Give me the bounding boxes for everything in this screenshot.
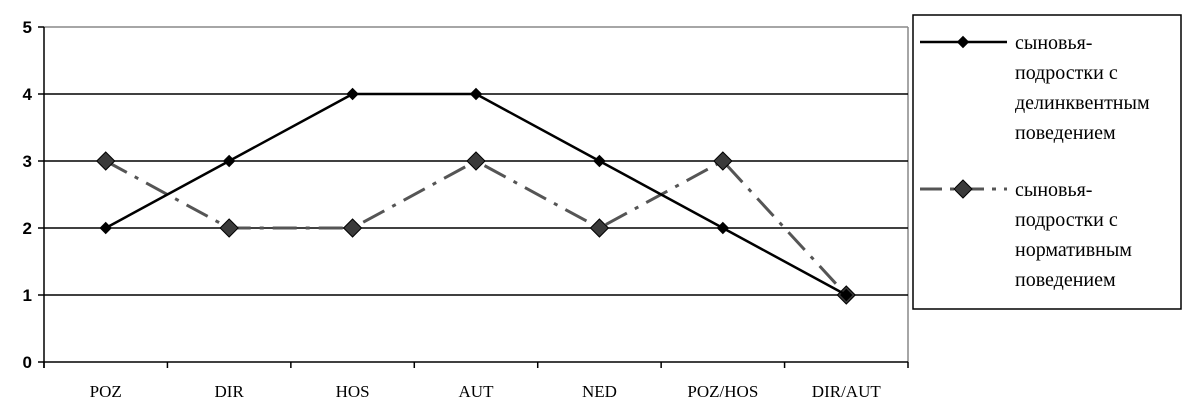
data-point — [99, 221, 112, 235]
x-tick-label: DIR — [215, 382, 245, 401]
data-point — [219, 218, 239, 238]
series-line-1 — [105, 92, 847, 297]
legend-label: подростки с — [1015, 62, 1118, 84]
legend-box — [912, 14, 1182, 310]
legend-label: делинквентным — [1015, 92, 1150, 114]
x-tick-label: POZ/HOS — [687, 382, 758, 401]
legend-label: сыновья- — [1015, 179, 1092, 201]
data-point — [469, 87, 483, 101]
data-point — [466, 151, 486, 171]
series-lines — [96, 87, 856, 305]
data-point — [96, 151, 116, 171]
legend-marker-2 — [953, 179, 973, 199]
x-tick-label: DIR/AUT — [812, 382, 882, 401]
legend-label: поведением — [1015, 269, 1116, 291]
x-tick-label: AUT — [459, 382, 495, 401]
data-point — [589, 218, 610, 238]
x-tick-label: POZ — [90, 382, 122, 401]
y-tick-label: 2 — [23, 219, 32, 238]
legend-label: подростки с — [1015, 209, 1118, 231]
gridlines — [44, 26, 909, 362]
data-point — [593, 154, 606, 168]
y-tick-label: 1 — [23, 286, 32, 305]
data-point — [346, 87, 359, 101]
axes: 0 1 2 3 4 5 POZ DIR HOS AUT NED POZ/HOS DIR/AUT — [23, 18, 909, 401]
legend: сыновья-подростки с делинквентным поведени… — [912, 14, 1182, 310]
y-tick-label: 3 — [23, 152, 32, 171]
legend-label: нормативным — [1015, 239, 1132, 261]
y-tick-label: 5 — [23, 18, 32, 37]
legend-marker-1 — [956, 35, 970, 49]
x-tick-label: HOS — [336, 382, 370, 401]
y-tick-label: 0 — [23, 353, 32, 372]
legend-label: сыновья- — [1015, 32, 1092, 54]
data-point — [222, 154, 236, 168]
data-point — [713, 151, 733, 171]
legend-label: поведением — [1015, 122, 1116, 144]
data-point — [716, 221, 730, 235]
y-tick-label: 4 — [23, 85, 33, 104]
data-point — [840, 288, 853, 302]
data-point — [342, 218, 363, 238]
x-tick-label: NED — [582, 382, 617, 401]
